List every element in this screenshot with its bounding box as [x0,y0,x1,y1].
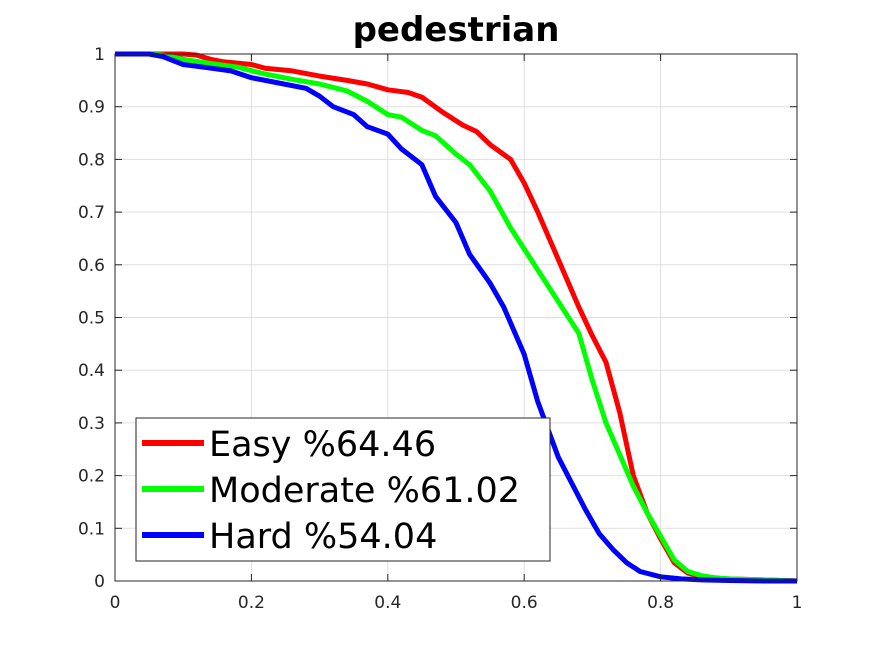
y-tick-label: 0.6 [78,256,105,276]
series-line-2 [115,51,798,584]
y-tick-labels: 0 0.1 0.2 0.3 0.4 0.5 0.6 0.7 0.8 0.9 1 [78,45,105,592]
legend-label: Easy %64.46 [209,425,436,465]
legend: Easy %64.46 Moderate %61.02 Hard %54.04 [135,417,551,562]
axis-ticks [114,53,798,582]
y-tick-label: 0.8 [78,150,105,170]
legend-box [135,417,551,562]
series-line-3 [115,51,797,584]
x-tick-labels: 0 0.2 0.4 0.6 0.8 1 [110,593,803,613]
x-tick-label: 0.2 [238,593,265,613]
legend-label: Hard %54.04 [209,517,437,557]
legend-label: Moderate %61.02 [209,471,520,511]
y-tick-label: 0.2 [78,467,105,487]
y-tick-label: 0.5 [78,309,105,329]
x-tick-label: 0 [110,593,121,613]
y-tick-label: 0.3 [78,414,105,434]
x-tick-label: 0.4 [374,593,401,613]
y-tick-label: 0.4 [78,361,105,381]
chart-title: pedestrian [353,10,560,50]
series-lines [115,51,798,584]
y-tick-label: 1 [94,45,105,65]
x-tick-label: 0.8 [647,593,674,613]
y-tick-label: 0 [94,572,105,592]
y-tick-label: 0.7 [78,203,105,223]
x-tick-label: 0.6 [511,593,538,613]
y-tick-label: 0.9 [78,98,105,118]
x-tick-label: 1 [792,593,803,613]
y-tick-label: 0.1 [78,519,105,539]
